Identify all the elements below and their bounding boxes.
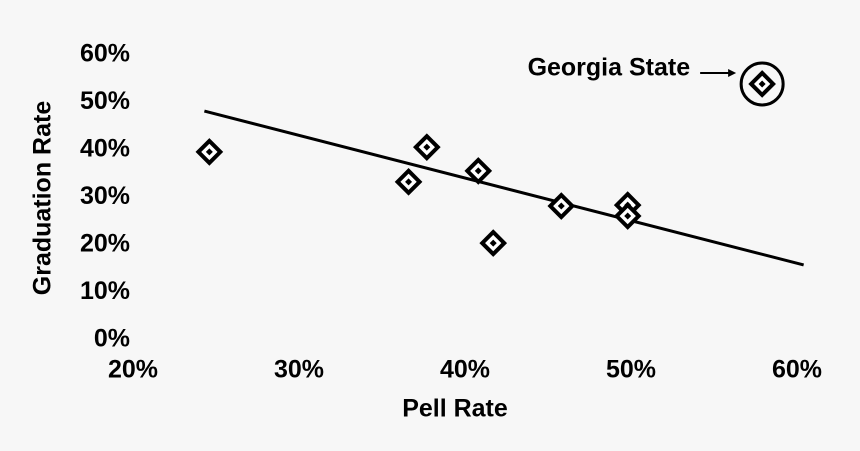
x-tick-label: 30% — [274, 356, 324, 384]
y-tick-label: 20% — [80, 230, 130, 258]
point — [479, 229, 508, 257]
point — [412, 133, 441, 161]
point — [748, 70, 776, 98]
point-inner — [423, 143, 431, 151]
x-tick-label: 50% — [606, 356, 656, 384]
y-tick-label: 10% — [80, 277, 130, 305]
y-tick-label: 50% — [80, 87, 130, 115]
point — [394, 167, 423, 196]
point — [464, 157, 493, 185]
x-tick-label: 60% — [772, 356, 822, 384]
point — [547, 192, 576, 220]
y-axis-label: Graduation Rate — [29, 101, 57, 296]
x-axis-label: Pell Rate — [402, 395, 508, 423]
point-inner — [205, 148, 213, 156]
y-tick-label: 0% — [94, 325, 130, 353]
point — [195, 138, 224, 166]
point-inner — [624, 212, 632, 220]
y-tick-label: 30% — [80, 182, 130, 210]
point — [613, 202, 642, 230]
highlight-circle — [739, 61, 785, 107]
y-tick-label: 40% — [80, 135, 130, 163]
point-inner — [474, 167, 482, 175]
arrow-head — [728, 68, 737, 77]
x-tick-label: 20% — [108, 356, 158, 384]
point-inner — [405, 178, 413, 186]
annotation: Georgia State — [528, 54, 691, 82]
y-tick-label: 60% — [80, 40, 130, 68]
point-inner — [489, 239, 497, 247]
x-tick-label: 40% — [440, 356, 490, 384]
point-inner — [758, 80, 766, 88]
trend-line — [204, 109, 805, 267]
point-inner — [557, 202, 565, 210]
